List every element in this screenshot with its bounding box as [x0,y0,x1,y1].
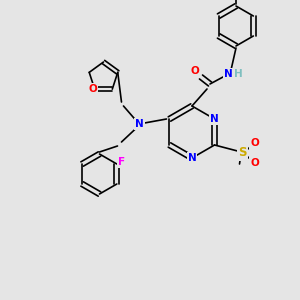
Text: N: N [224,69,232,79]
Text: O: O [190,66,200,76]
Text: N: N [188,153,196,163]
Text: H: H [234,69,242,79]
Text: O: O [250,158,259,168]
Text: F: F [118,157,125,167]
Text: N: N [135,119,144,129]
Text: N: N [210,114,219,124]
Text: S: S [238,146,247,160]
Text: O: O [250,138,259,148]
Text: O: O [88,84,97,94]
